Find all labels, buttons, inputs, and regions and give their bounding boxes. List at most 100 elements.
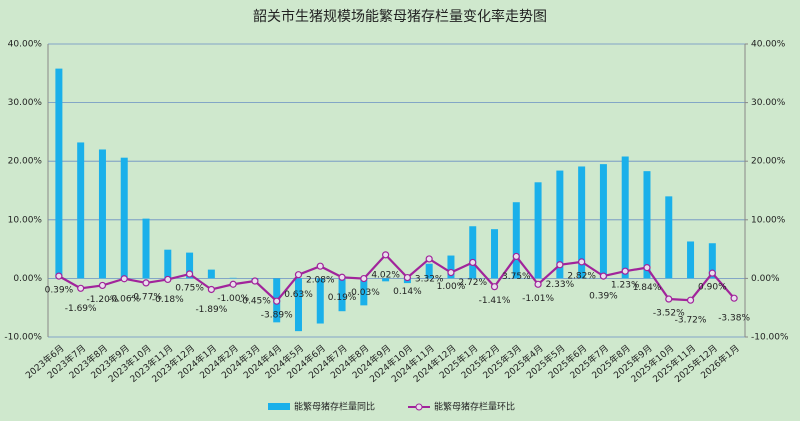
- point: [120, 275, 128, 283]
- data-label: 3.32%: [415, 274, 444, 284]
- point: [164, 275, 172, 284]
- data-label: -1.00%: [217, 294, 249, 304]
- point: [294, 271, 303, 279]
- data-label: -0.18%: [152, 295, 184, 305]
- point: [142, 279, 150, 287]
- point: [338, 273, 346, 281]
- data-label: -1.20%: [87, 295, 119, 305]
- y-tick-label: 20.00%: [8, 157, 43, 167]
- bar: [120, 157, 128, 279]
- y2-tick-label: 20.00%: [751, 157, 786, 167]
- bar: [229, 277, 237, 279]
- bar: [77, 142, 85, 279]
- bar: [599, 164, 607, 279]
- data-label: -3.89%: [261, 311, 293, 321]
- data-label: 1.23%: [611, 281, 640, 291]
- point: [447, 268, 455, 277]
- point: [273, 297, 281, 305]
- data-label: -1.69%: [65, 304, 97, 314]
- data-label: 4.02%: [371, 270, 400, 280]
- bar: [643, 171, 651, 279]
- bar: [621, 156, 629, 279]
- y2-tick-label: 0.00%: [751, 274, 780, 284]
- data-label: 1.00%: [437, 282, 466, 292]
- bar: [708, 243, 716, 279]
- chart-title: 韶关市生猪规模场能繁母猪存栏量变化率走势图: [253, 8, 547, 25]
- point: [229, 280, 237, 288]
- data-label: -1.89%: [195, 305, 227, 315]
- data-label: 0.63%: [284, 290, 313, 300]
- bar: [512, 202, 520, 279]
- bar: [469, 226, 477, 279]
- point: [185, 270, 194, 278]
- y2-tick-label: 40.00%: [751, 40, 786, 50]
- y-tick-label: 10.00%: [8, 215, 43, 225]
- data-label: 0.14%: [393, 287, 422, 297]
- data-label: 0.39%: [589, 292, 618, 302]
- bar: [447, 255, 455, 279]
- data-label: -1.41%: [479, 296, 511, 306]
- data-label: -3.38%: [718, 314, 750, 324]
- bar: [534, 182, 542, 279]
- bar: [556, 170, 564, 279]
- data-label: 1.84%: [633, 283, 662, 293]
- bar: [186, 252, 194, 279]
- point: [534, 280, 542, 288]
- bar: [98, 149, 106, 279]
- point: [686, 296, 695, 304]
- point: [599, 272, 608, 280]
- point: [316, 262, 324, 270]
- y2-tick-label: 30.00%: [751, 98, 786, 108]
- point: [643, 264, 651, 272]
- bar: [316, 278, 324, 324]
- point: [360, 274, 368, 283]
- data-label: 0.75%: [175, 284, 204, 294]
- point: [665, 295, 673, 303]
- data-label: -0.77%: [130, 292, 162, 302]
- y2-tick-label: -10.00%: [751, 333, 789, 343]
- point: [382, 251, 390, 259]
- data-label: 2.82%: [567, 271, 596, 281]
- bar: [142, 218, 150, 279]
- line: [58, 253, 735, 303]
- point: [251, 277, 259, 285]
- bar: [338, 278, 346, 312]
- bar: [382, 278, 390, 282]
- data-label: -0.03%: [348, 288, 380, 298]
- bar: [207, 269, 215, 279]
- bar: [687, 241, 695, 279]
- y-tick-label: 40.00%: [8, 40, 43, 50]
- bar: [665, 196, 673, 279]
- bar: [294, 278, 302, 332]
- y-tick-label: 30.00%: [8, 98, 43, 108]
- legend-swatch: [415, 403, 423, 411]
- data-label: 0.90%: [698, 283, 727, 293]
- point: [730, 294, 738, 302]
- point: [490, 283, 499, 291]
- data-label: -3.52%: [653, 309, 685, 319]
- data-label: 2.08%: [306, 276, 335, 286]
- point: [425, 255, 433, 263]
- data-label: -1.01%: [522, 294, 554, 304]
- point: [708, 269, 716, 277]
- bar: [425, 263, 433, 279]
- bar: [491, 229, 499, 279]
- data-label: 0.19%: [328, 293, 357, 303]
- point: [512, 252, 520, 261]
- point: [403, 273, 411, 282]
- y-tick-label: 0.00%: [13, 274, 42, 284]
- bar: [164, 249, 172, 279]
- y-tick-label: -10.00%: [4, 333, 42, 343]
- point: [207, 285, 215, 294]
- point: [55, 272, 63, 280]
- bar: [360, 278, 368, 306]
- point: [77, 284, 85, 292]
- data-label: 2.33%: [546, 280, 575, 290]
- point: [556, 261, 564, 269]
- data-label: 0.39%: [45, 286, 74, 296]
- data-label: -0.45%: [239, 297, 271, 307]
- legend-label: 能繁母猪存栏量同比: [294, 401, 375, 413]
- data-label: -3.72%: [675, 316, 707, 326]
- legend-swatch: [268, 403, 290, 410]
